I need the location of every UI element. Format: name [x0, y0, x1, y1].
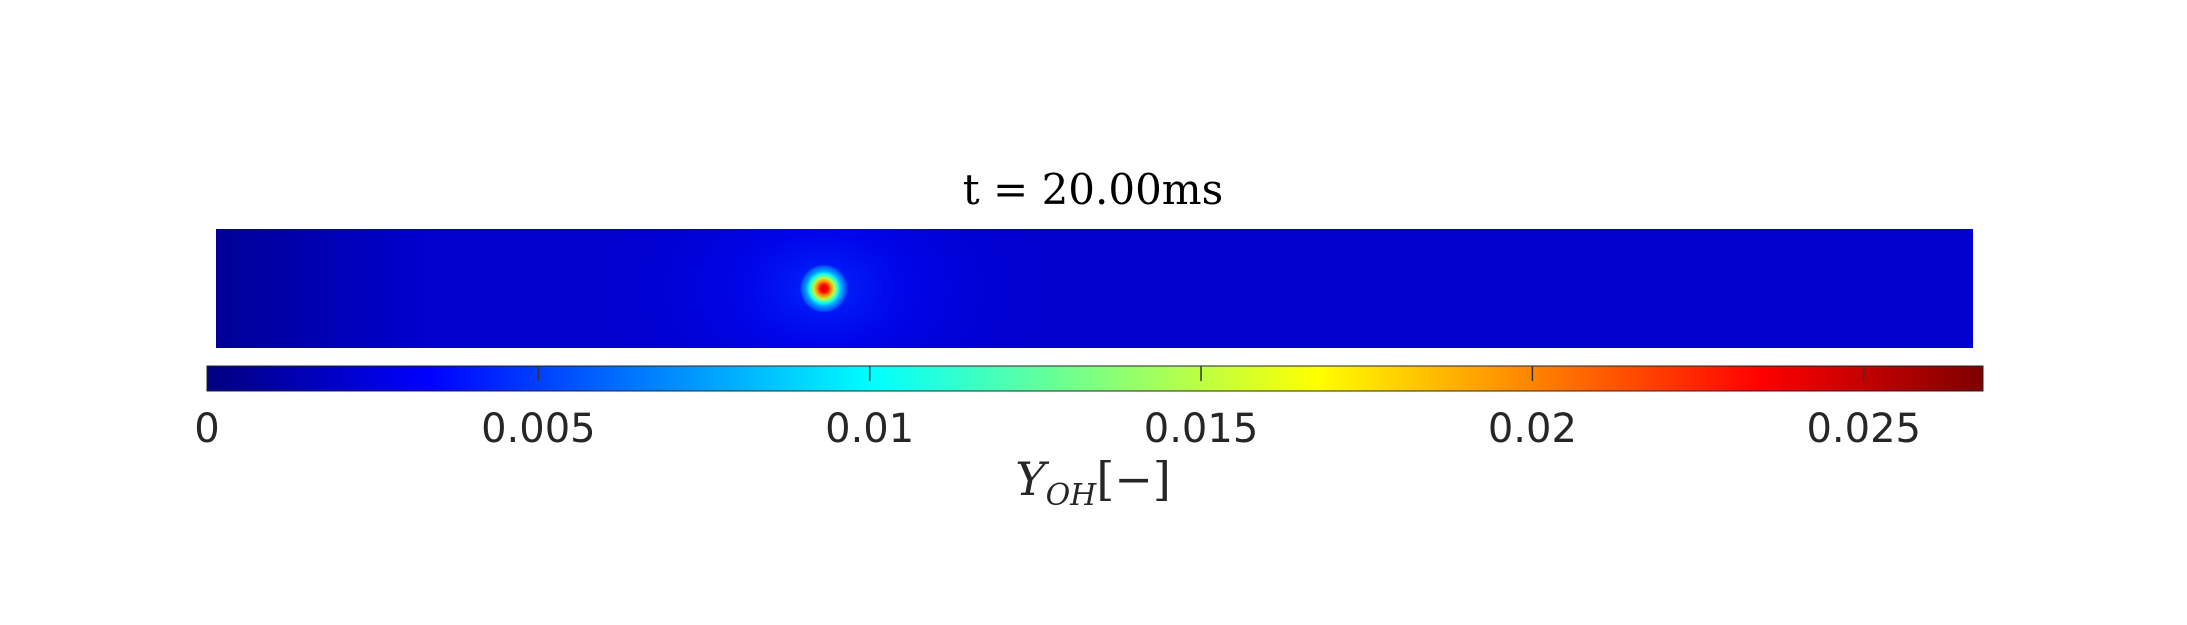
- oh-hotspot: [799, 264, 848, 313]
- colorbar-tick-label: 0.015: [1144, 406, 1259, 452]
- heatmap-background: [216, 229, 1973, 348]
- colorbar-ticks: [537, 366, 1865, 381]
- heatmap-field: [216, 229, 1973, 348]
- colorbar-tick-labels: 0 0.005 0.01 0.015 0.02 0.025: [194, 406, 1921, 452]
- colorbar-tick-label: 0: [194, 406, 219, 452]
- colorbar-tick-label: 0.005: [481, 406, 596, 452]
- colorbar: 0 0.005 0.01 0.015 0.02 0.025: [194, 365, 1984, 452]
- colorbar-tick-label: 0.025: [1806, 406, 1921, 452]
- chart-title: t = 20.00ms: [963, 165, 1223, 214]
- colorbar-label-sub: OH: [1046, 478, 1098, 513]
- colorbar-tick-label: 0.02: [1488, 406, 1577, 452]
- colorbar-label-suffix: [−]: [1096, 452, 1170, 506]
- colorbar-gradient: [206, 365, 1984, 392]
- colorbar-label: YOH[−]: [1015, 452, 1171, 513]
- colorbar-tick-label: 0.01: [825, 406, 914, 452]
- colorbar-label-main: Y: [1015, 452, 1050, 506]
